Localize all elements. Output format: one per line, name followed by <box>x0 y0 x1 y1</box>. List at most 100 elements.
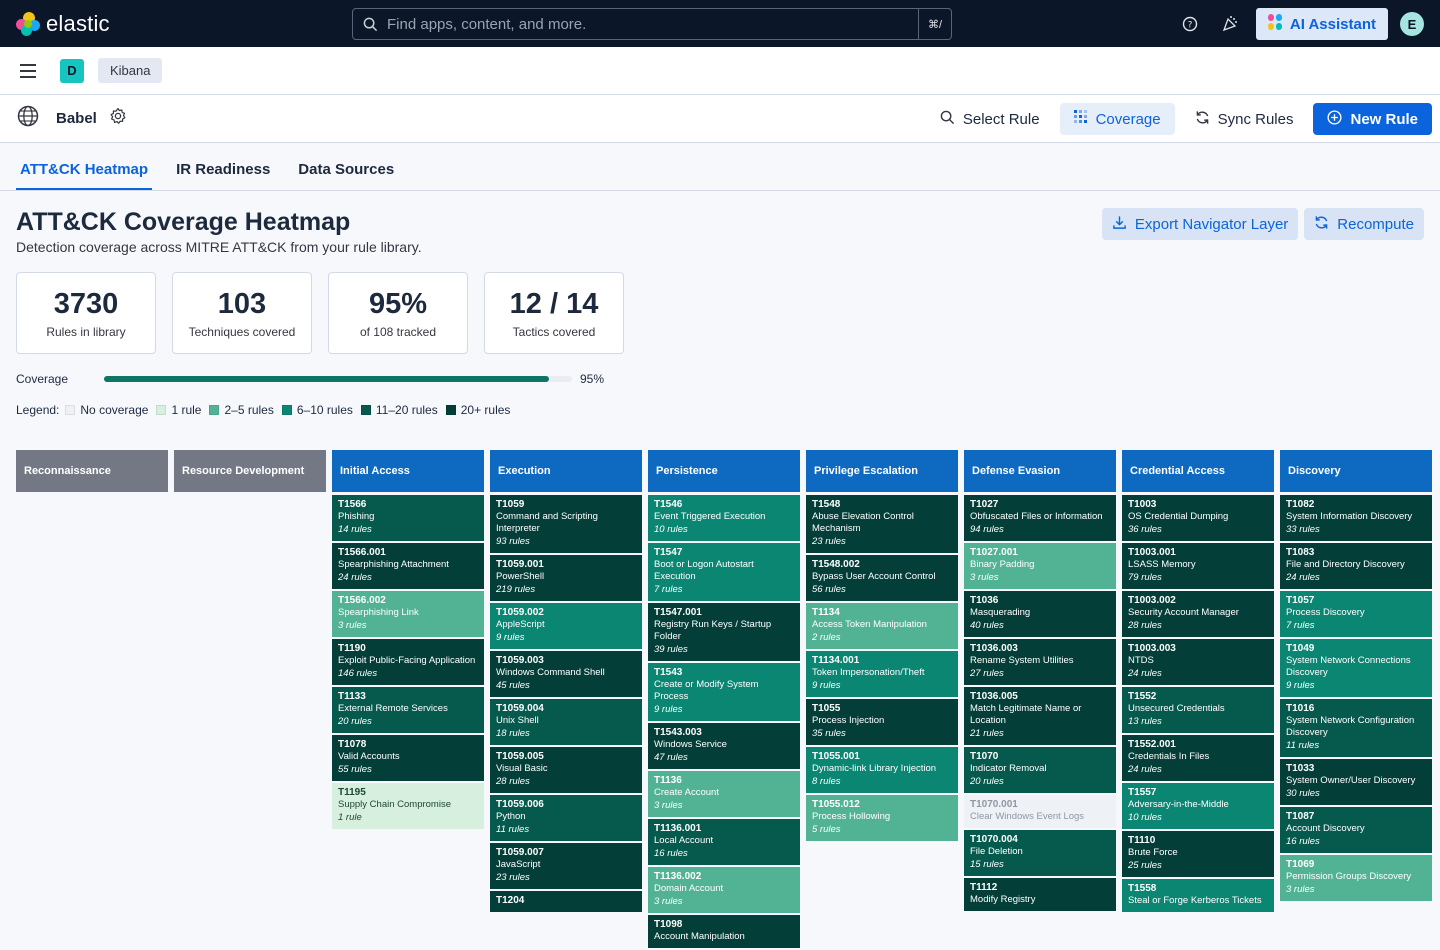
technique-cell[interactable]: T1136.001 Local Account 16 rules <box>648 819 800 865</box>
technique-cell[interactable]: T1552.001 Credentials In Files 24 rules <box>1122 735 1274 781</box>
technique-cell[interactable]: T1070 Indicator Removal 20 rules <box>964 747 1116 793</box>
tactic-header[interactable]: Initial Access <box>332 450 484 492</box>
technique-cell[interactable]: T1082 System Information Discovery 33 rule… <box>1280 495 1432 541</box>
technique-cell[interactable]: T1003 OS Credential Dumping 36 rules <box>1122 495 1274 541</box>
technique-cell[interactable]: T1566.001 Spearphishing Attachment 24 rule… <box>332 543 484 589</box>
user-avatar[interactable]: E <box>1400 12 1424 36</box>
technique-cell[interactable]: T1110 Brute Force 25 rules <box>1122 831 1274 877</box>
tactic-header[interactable]: Persistence <box>648 450 800 492</box>
technique-cell[interactable]: T1548.002 Bypass User Account Control 56 r… <box>806 555 958 601</box>
technique-cell[interactable]: T1543.003 Windows Service 47 rules <box>648 723 800 769</box>
technique-cell[interactable]: T1059.002 AppleScript 9 rules <box>490 603 642 649</box>
technique-cell[interactable]: T1059 Command and Scripting Interpreter 93… <box>490 495 642 553</box>
technique-cell[interactable]: T1558 Steal or Forge Kerberos Tickets <box>1122 879 1274 912</box>
technique-cell[interactable]: T1055.012 Process Hollowing 5 rules <box>806 795 958 841</box>
recompute-button[interactable]: Recompute <box>1304 208 1424 240</box>
legend-label: 2–5 rules <box>224 403 274 417</box>
technique-cell[interactable]: T1190 Exploit Public-Facing Application 14… <box>332 639 484 685</box>
tactic-header[interactable]: Reconnaissance <box>16 450 168 492</box>
technique-cell[interactable]: T1195 Supply Chain Compromise 1 rule <box>332 783 484 829</box>
search-input[interactable]: Find apps, content, and more. <box>387 15 587 33</box>
legend-label: 20+ rules <box>460 403 511 417</box>
breadcrumb-kibana[interactable]: Kibana <box>98 58 163 83</box>
new-rule-button[interactable]: New Rule <box>1313 103 1432 135</box>
technique-cell[interactable]: T1070.001 Clear Windows Event Logs <box>964 795 1116 828</box>
technique-id: T1070.001 <box>970 799 1018 810</box>
sync-rules-label: Sync Rules <box>1217 110 1294 128</box>
technique-cell[interactable]: T1033 System Owner/User Discovery 30 rules <box>1280 759 1432 805</box>
tactic-header[interactable]: Credential Access <box>1122 450 1274 492</box>
legend-swatch <box>281 405 292 415</box>
tactic-header[interactable]: Discovery <box>1280 450 1432 492</box>
refresh-icon <box>1195 110 1210 129</box>
sync-rules-button[interactable]: Sync Rules <box>1181 103 1308 135</box>
technique-cell[interactable]: T1070.004 File Deletion 15 rules <box>964 830 1116 876</box>
technique-cell[interactable]: T1547.001 Registry Run Keys / Startup Fol… <box>648 603 800 661</box>
technique-rule-count: 14 rules <box>338 524 372 535</box>
technique-cell[interactable]: T1069 Permission Groups Discovery 3 rules <box>1280 855 1432 901</box>
technique-cell[interactable]: T1134.001 Token Impersonation/Theft 9 rule… <box>806 651 958 697</box>
technique-cell[interactable]: T1566 Phishing 14 rules <box>332 495 484 541</box>
technique-cell[interactable]: T1543 Create or Modify System Process 9 ru… <box>648 663 800 721</box>
technique-cell[interactable]: T1546 Event Triggered Execution 10 rules <box>648 495 800 541</box>
technique-rule-count: 7 rules <box>1286 620 1315 631</box>
technique-cell[interactable]: T1049 System Network Connections Discover… <box>1280 639 1432 697</box>
newsfeed-icon[interactable] <box>1216 10 1244 38</box>
technique-cell[interactable]: T1083 File and Directory Discovery 24 rule… <box>1280 543 1432 589</box>
tactic-header[interactable]: Resource Development <box>174 450 326 492</box>
technique-cell[interactable]: T1027.001 Binary Padding 3 rules <box>964 543 1116 589</box>
export-navigator-layer-button[interactable]: Export Navigator Layer <box>1101 208 1299 240</box>
technique-cell[interactable]: T1098 Account Manipulation <box>648 915 800 948</box>
tab-attack-heatmap[interactable]: ATT&CK Heatmap <box>16 161 153 190</box>
technique-cell[interactable]: T1059.003 Windows Command Shell 45 rules <box>490 651 642 697</box>
technique-cell[interactable]: T1059.001 PowerShell 219 rules <box>490 555 642 601</box>
technique-cell[interactable]: T1059.005 Visual Basic 28 rules <box>490 747 642 793</box>
technique-cell[interactable]: T1027 Obfuscated Files or Information 94 r… <box>964 495 1116 541</box>
technique-cell[interactable]: T1134 Access Token Manipulation 2 rules <box>806 603 958 649</box>
technique-cell[interactable]: T1133 External Remote Services 20 rules <box>332 687 484 733</box>
legend-title: Legend: <box>16 403 60 417</box>
technique-cell[interactable]: T1552 Unsecured Credentials 13 rules <box>1122 687 1274 733</box>
technique-cell[interactable]: T1112 Modify Registry <box>964 878 1116 911</box>
technique-cell[interactable]: T1003.001 LSASS Memory 79 rules <box>1122 543 1274 589</box>
technique-cell[interactable]: T1087 Account Discovery 16 rules <box>1280 807 1432 853</box>
technique-cell[interactable]: T1204 <box>490 891 642 912</box>
technique-cell[interactable]: T1036.005 Match Legitimate Name or Locati… <box>964 687 1116 745</box>
global-search[interactable]: Find apps, content, and more. ⌘/ <box>352 8 952 40</box>
technique-cell[interactable]: T1059.007 JavaScript 23 rules <box>490 843 642 889</box>
tactic-header[interactable]: Defense Evasion <box>964 450 1116 492</box>
technique-cell[interactable]: T1055.001 Dynamic-link Library Injection 8… <box>806 747 958 793</box>
technique-cell[interactable]: T1055 Process Injection 35 rules <box>806 699 958 745</box>
tactic-header[interactable]: Privilege Escalation <box>806 450 958 492</box>
select-rule-button[interactable]: Select Rule <box>926 103 1054 135</box>
technique-cell[interactable]: T1136.002 Domain Account 3 rules <box>648 867 800 913</box>
coverage-button[interactable]: Coverage <box>1059 103 1175 135</box>
menu-toggle-icon[interactable] <box>16 59 40 83</box>
technique-cell[interactable]: T1059.004 Unix Shell 18 rules <box>490 699 642 745</box>
tab-ir-readiness[interactable]: IR Readiness <box>176 161 271 178</box>
technique-cell[interactable]: T1016 System Network Configuration Discov… <box>1280 699 1432 757</box>
technique-name: Account Manipulation <box>654 931 745 942</box>
tactic-header[interactable]: Execution <box>490 450 642 492</box>
technique-cell[interactable]: T1036 Masquerading 40 rules <box>964 591 1116 637</box>
technique-cell[interactable]: T1566.002 Spearphishing Link 3 rules <box>332 591 484 637</box>
technique-cell[interactable]: T1136 Create Account 3 rules <box>648 771 800 817</box>
technique-cell[interactable]: T1057 Process Discovery 7 rules <box>1280 591 1432 637</box>
technique-cell[interactable]: T1003.003 NTDS 24 rules <box>1122 639 1274 685</box>
globe-icon[interactable] <box>16 104 40 133</box>
technique-rule-count: 9 rules <box>812 680 841 691</box>
technique-cell[interactable]: T1003.002 Security Account Manager 28 rule… <box>1122 591 1274 637</box>
technique-cell[interactable]: T1557 Adversary-in-the-Middle 10 rules <box>1122 783 1274 829</box>
help-icon[interactable]: ? <box>1176 10 1204 38</box>
technique-cell[interactable]: T1036.003 Rename System Utilities 27 rules <box>964 639 1116 685</box>
technique-cell[interactable]: T1059.006 Python 11 rules <box>490 795 642 841</box>
settings-gear-icon[interactable] <box>109 107 127 130</box>
technique-cell[interactable]: T1548 Abuse Elevation Control Mechanism 23… <box>806 495 958 553</box>
tab-data-sources[interactable]: Data Sources <box>298 161 395 178</box>
ai-assistant-button[interactable]: AI Assistant <box>1255 8 1388 40</box>
elastic-logo[interactable]: elastic <box>16 11 110 37</box>
space-avatar[interactable]: D <box>60 58 84 83</box>
legend-item: 11–20 rules <box>360 403 438 417</box>
technique-cell[interactable]: T1547 Boot or Logon Autostart Execution 7 … <box>648 543 800 601</box>
technique-cell[interactable]: T1078 Valid Accounts 55 rules <box>332 735 484 781</box>
